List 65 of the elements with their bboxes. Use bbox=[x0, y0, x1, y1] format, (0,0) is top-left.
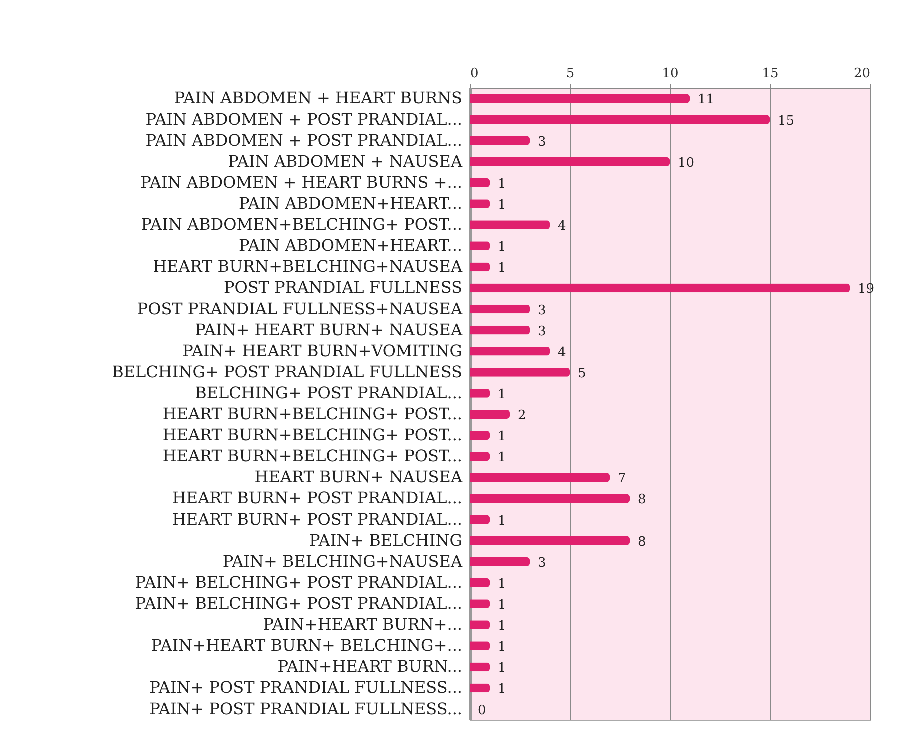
y-tick-label: HEART BURN+BELCHING+NAUSEA bbox=[153, 257, 463, 276]
x-tick-label: 20 bbox=[854, 66, 870, 82]
data-label: 1 bbox=[498, 576, 506, 592]
data-label: 1 bbox=[498, 661, 506, 676]
y-tick-label: POST PRANDIAL FULLNESS+NAUSEA bbox=[137, 299, 463, 318]
y-tick-label: PAIN+ POST PRANDIAL FULLNESS... bbox=[150, 699, 462, 718]
y-tick-label: PAIN+ BELCHING+ POST PRANDIAL... bbox=[135, 594, 462, 613]
data-label: 1 bbox=[498, 176, 506, 192]
data-label: 3 bbox=[538, 556, 546, 571]
data-label: 1 bbox=[498, 619, 506, 634]
y-tick-label: PAIN ABDOMEN+HEART... bbox=[238, 194, 462, 213]
y-tick-label: BELCHING+ POST PRANDIAL... bbox=[195, 383, 462, 402]
data-label: 7 bbox=[618, 472, 626, 487]
data-label: 4 bbox=[558, 219, 566, 234]
x-tick-label: 10 bbox=[662, 66, 679, 82]
data-label: 0 bbox=[478, 703, 486, 718]
data-label: 1 bbox=[498, 261, 506, 276]
y-tick-label: PAIN+HEART BURN... bbox=[278, 657, 462, 676]
y-tick-label: HEART BURN+ POST PRANDIAL... bbox=[172, 510, 462, 529]
y-tick-label: PAIN+ BELCHING+ POST PRANDIAL... bbox=[135, 572, 462, 592]
data-label: 15 bbox=[778, 114, 795, 129]
data-label: 1 bbox=[498, 450, 506, 466]
data-label: 5 bbox=[578, 366, 586, 382]
y-tick-label: PAIN ABDOMEN + HEART BURNS +... bbox=[140, 172, 462, 192]
data-label: 1 bbox=[498, 430, 506, 445]
data-label: 3 bbox=[538, 134, 546, 150]
y-tick-label: PAIN+ BELCHING bbox=[309, 530, 462, 550]
y-tick-label: PAIN ABDOMEN+BELCHING+ POST... bbox=[141, 215, 462, 234]
data-label: 1 bbox=[498, 598, 506, 613]
data-label: 1 bbox=[498, 640, 506, 656]
y-tick-label: PAIN+HEART BURN+... bbox=[263, 615, 462, 634]
data-label: 3 bbox=[538, 303, 546, 318]
data-label: 1 bbox=[498, 682, 506, 698]
data-label: 8 bbox=[638, 534, 646, 550]
y-tick-label: HEART BURN+BELCHING+ POST... bbox=[162, 446, 462, 466]
y-tick-label: PAIN ABDOMEN + POST PRANDIAL... bbox=[146, 110, 462, 129]
y-tick-label: PAIN+ POST PRANDIAL FULLNESS... bbox=[150, 678, 462, 698]
y-tick-label: POST PRANDIAL FULLNESS bbox=[224, 278, 462, 298]
y-tick-label: PAIN+ HEART BURN+VOMITING bbox=[182, 341, 462, 360]
data-label: 10 bbox=[678, 156, 695, 171]
x-tick-label: 15 bbox=[762, 66, 779, 82]
y-tick-label: HEART BURN+ NAUSEA bbox=[254, 468, 463, 487]
data-label: 19 bbox=[858, 282, 875, 298]
y-tick-label: HEART BURN+ POST PRANDIAL... bbox=[172, 488, 462, 508]
data-label: 1 bbox=[498, 198, 506, 213]
data-label: 2 bbox=[518, 408, 526, 424]
y-tick-label: HEART BURN+BELCHING+ POST... bbox=[162, 404, 462, 424]
y-tick-label: PAIN+HEART BURN+ BELCHING+... bbox=[151, 636, 462, 656]
y-tick-label: PAIN ABDOMEN + HEART BURNS bbox=[174, 88, 462, 108]
x-tick-label: 0 bbox=[470, 66, 479, 82]
data-label: 3 bbox=[538, 324, 546, 340]
y-tick-label: PAIN ABDOMEN+HEART... bbox=[238, 236, 462, 256]
y-tick-label: BELCHING+ POST PRANDIAL FULLNESS bbox=[112, 362, 462, 382]
data-label: 1 bbox=[498, 514, 506, 529]
data-label: 4 bbox=[558, 345, 566, 360]
y-tick-label: PAIN+ HEART BURN+ NAUSEA bbox=[195, 320, 463, 340]
y-tick-label: HEART BURN+BELCHING+ POST... bbox=[162, 426, 462, 445]
data-label: 1 bbox=[498, 240, 506, 256]
x-tick-label: 5 bbox=[566, 66, 575, 82]
y-tick-label: PAIN ABDOMEN + NAUSEA bbox=[228, 152, 463, 171]
data-label: 8 bbox=[638, 492, 646, 508]
data-label: 11 bbox=[698, 92, 715, 108]
y-tick-label: PAIN+ BELCHING+NAUSEA bbox=[222, 552, 463, 571]
y-tick-label: PAIN ABDOMEN + POST PRANDIAL... bbox=[146, 130, 462, 150]
data-label: 1 bbox=[498, 387, 506, 402]
